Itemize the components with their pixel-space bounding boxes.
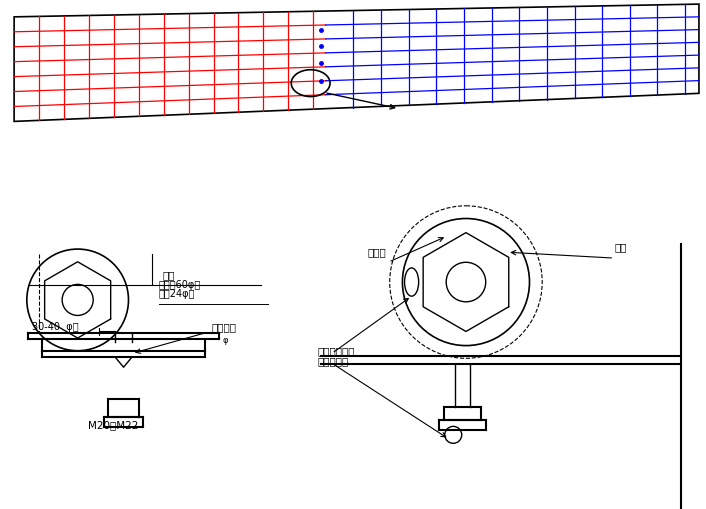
Text: 螺柱焊接: 螺柱焊接: [212, 322, 237, 332]
Text: 完全堵住孔: 完全堵住孔: [318, 355, 349, 365]
Text: M20～M22: M20～M22: [88, 419, 138, 430]
Text: 垫片: 垫片: [162, 269, 175, 279]
Text: 孔位置: 孔位置: [367, 246, 386, 257]
Text: 孔径24φ）: 孔径24φ）: [159, 289, 196, 299]
Text: φ: φ: [222, 335, 228, 344]
Text: （外径60φ）: （外径60φ）: [159, 279, 201, 290]
Text: 垫片: 垫片: [614, 241, 627, 251]
Text: 30-40  φ孔: 30-40 φ孔: [32, 322, 78, 332]
Text: 为防锈用垫圈: 为防锈用垫圈: [318, 346, 355, 356]
